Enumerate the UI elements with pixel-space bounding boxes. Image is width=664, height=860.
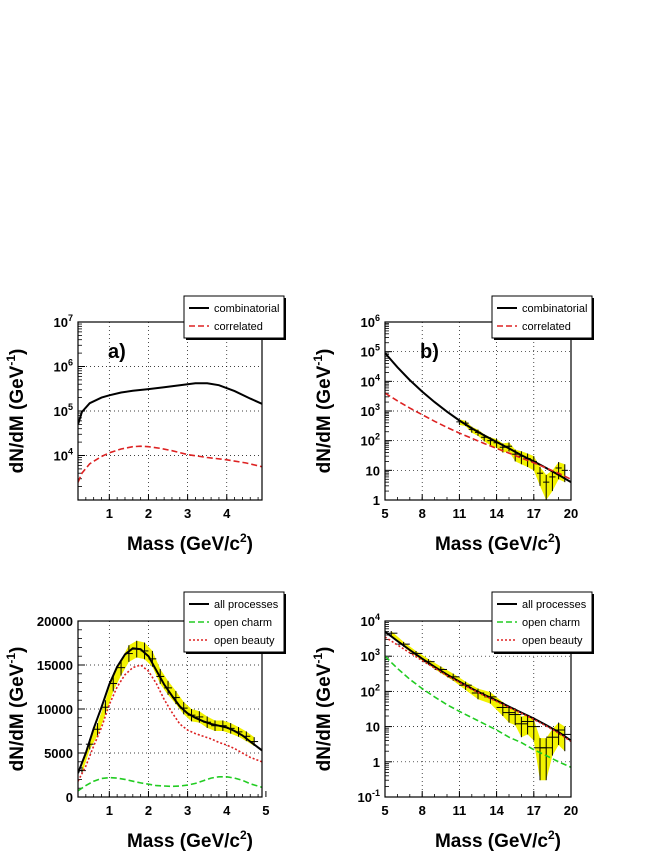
series-line-all-processes (78, 647, 262, 774)
plot-frame (77, 620, 263, 798)
x-axis-label: Mass (GeV/c2) (127, 828, 253, 852)
data-point (527, 719, 540, 741)
x-tick-label: 17 (527, 803, 541, 818)
data-point (195, 711, 204, 723)
panel-label: a) (108, 341, 126, 363)
y-tick-label: 104 (361, 612, 380, 629)
series-line-open-charm (385, 655, 571, 769)
x-tick-label: 2 (145, 506, 152, 521)
error-band (459, 419, 565, 500)
legend-entry: all processes (214, 599, 279, 611)
x-tick-label: 11 (453, 803, 467, 818)
series-line-open-charm (78, 776, 262, 792)
y-tick-label: 0 (66, 790, 73, 805)
x-axis-label: Mass (GeV/c2) (127, 531, 253, 555)
y-tick-label: 104 (361, 372, 380, 389)
legend: combinatorial correlated (183, 295, 286, 340)
legend-entry: open beauty (214, 635, 275, 647)
plot-frame (384, 620, 572, 798)
x-tick-label: 1 (106, 506, 113, 521)
y-tick-label: 107 (54, 313, 73, 330)
plot-frame (77, 321, 263, 501)
y-tick-label: 10000 (37, 702, 73, 717)
legend: combinatorial correlated (491, 295, 594, 340)
legend-entry: open charm (522, 617, 580, 629)
y-tick-label: 1 (373, 755, 380, 770)
series-line-combinatorial (78, 382, 262, 425)
y-tick-label: 103 (361, 402, 380, 419)
x-tick-label: 20 (564, 506, 578, 521)
x-tick-label: 14 (489, 803, 504, 818)
legend-entry: open beauty (522, 635, 583, 647)
series-line-correlated (78, 445, 262, 483)
data-point (536, 466, 544, 486)
y-tick-label: 5000 (44, 746, 73, 761)
x-tick-label: 5 (381, 803, 388, 818)
y-axis-label: dN/dM (GeV-1) (4, 647, 28, 772)
x-tick-label: 3 (184, 506, 191, 521)
x-tick-label: 5 (381, 506, 388, 521)
y-tick-label: 103 (361, 647, 380, 664)
legend-box (183, 295, 285, 339)
x-tick-label: 14 (489, 506, 504, 521)
legend-entry: combinatorial (522, 303, 587, 315)
panel-c: 1 2 3 4 5 0 5000 10000 15000 20000 all processes op… (4, 591, 286, 852)
x-tick-label: 8 (419, 506, 426, 521)
data-point (546, 729, 559, 756)
y-tick-label: 106 (361, 313, 380, 330)
panel-d: 5 8 11 14 17 20 10-1 1 10 102 103 104 all processes o… (311, 591, 594, 852)
y-tick-label: 104 (54, 447, 73, 464)
data-point (549, 470, 556, 492)
x-tick-label: 4 (223, 506, 231, 521)
series-line-correlated (385, 392, 571, 481)
plot-frame (384, 321, 572, 501)
y-tick-label: 102 (361, 682, 380, 699)
x-tick-label: 2 (145, 803, 152, 818)
legend-entry: correlated (522, 321, 571, 333)
legend: all processes open charm open beauty (491, 591, 594, 654)
y-tick-label: 105 (361, 343, 380, 360)
data-point (101, 700, 110, 715)
legend-entry: all processes (522, 599, 587, 611)
y-tick-label: 1 (373, 493, 380, 508)
y-tick-label: 10-1 (358, 788, 380, 805)
legend-entry: correlated (214, 321, 263, 333)
y-axis-label: dN/dM (GeV-1) (4, 349, 28, 474)
legend: all processes open charm open beauty (183, 591, 286, 654)
x-tick-label: 1 (106, 803, 113, 818)
y-tick-label: 105 (54, 402, 73, 419)
x-tick-label: 17 (527, 506, 541, 521)
x-axis-label: Mass (GeV/c2) (435, 828, 561, 852)
series-line-open-beauty (78, 664, 262, 782)
y-tick-label: 20000 (37, 614, 73, 629)
y-tick-label: 10 (366, 463, 380, 478)
legend-box (491, 295, 593, 339)
x-tick-label: 5 (262, 803, 269, 818)
x-axis-label: Mass (GeV/c2) (435, 531, 561, 555)
data-point (521, 714, 534, 735)
data-point (543, 474, 550, 500)
data-point (515, 716, 528, 738)
x-tick-label: 11 (453, 506, 467, 521)
panel-label: b) (420, 341, 439, 363)
y-tick-label: 15000 (37, 658, 73, 673)
y-axis-label: dN/dM (GeV-1) (311, 349, 335, 474)
y-axis-label: dN/dM (GeV-1) (311, 647, 335, 772)
panel-b: 5 8 11 14 17 20 1 10 102 103 104 105 106 b) combinator… (311, 295, 594, 555)
panel-a: 1 2 3 4 104 105 106 107 a) combinatorial correlate… (4, 295, 286, 555)
legend-entry: combinatorial (214, 303, 279, 315)
x-tick-label: 4 (223, 803, 231, 818)
y-tick-label: 10 (366, 720, 380, 735)
y-tick-label: 102 (361, 432, 380, 449)
x-tick-label: 8 (419, 803, 426, 818)
legend-entry: open charm (214, 617, 272, 629)
series-line-open-beauty (385, 636, 571, 743)
x-tick-label: 20 (564, 803, 578, 818)
data-point (540, 738, 553, 781)
y-tick-label: 106 (54, 358, 73, 375)
error-band (391, 630, 565, 781)
x-tick-label: 3 (184, 803, 191, 818)
data-point (555, 462, 562, 480)
